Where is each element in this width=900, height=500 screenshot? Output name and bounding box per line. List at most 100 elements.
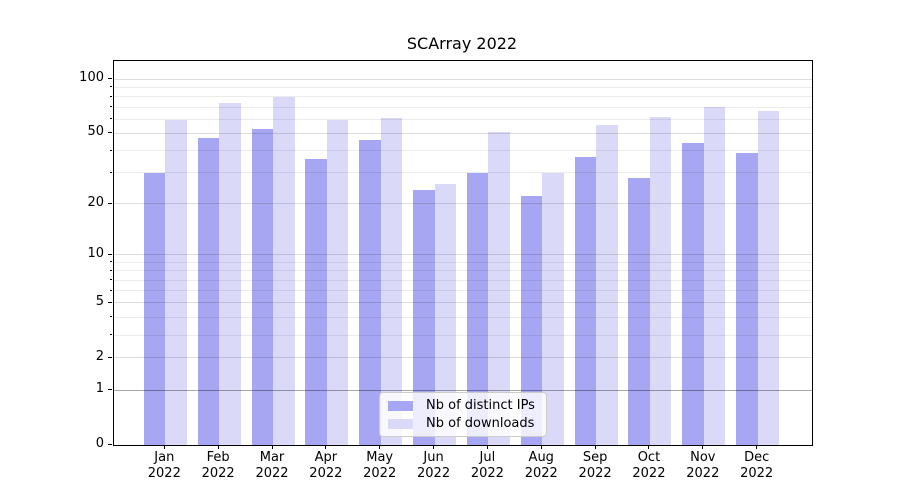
legend-swatch-downloads <box>388 418 413 429</box>
x-tick <box>379 445 381 449</box>
bar-distinct-ips-mar <box>251 128 273 445</box>
y-minor-tick <box>110 316 112 318</box>
gridline-minor <box>114 270 812 272</box>
x-tick-label-oct: Oct 2022 <box>619 450 679 482</box>
gridline-minor <box>114 150 812 152</box>
y-minor-tick <box>110 261 112 263</box>
x-tick-label-apr: Apr 2022 <box>296 450 356 482</box>
x-tick-year: 2022 <box>740 466 774 481</box>
legend-label-distinct-ips: Nb of distinct IPs <box>426 398 535 413</box>
x-tick <box>594 445 596 449</box>
gridline-unit <box>114 389 812 391</box>
bar-downloads-oct <box>649 116 672 445</box>
x-tick <box>217 445 219 449</box>
bar-downloads-jun <box>434 183 457 445</box>
x-tick-label-sep: Sep 2022 <box>565 450 625 482</box>
x-tick-label-jun: Jun 2022 <box>404 450 464 482</box>
bars-layer <box>114 61 812 445</box>
bar-distinct-ips-feb <box>197 138 220 445</box>
x-tick-year: 2022 <box>363 466 397 481</box>
x-tick-year: 2022 <box>578 466 612 481</box>
bar-downloads-dec <box>757 110 780 445</box>
gridline-major <box>114 254 812 256</box>
bar-downloads-may <box>380 117 403 445</box>
bar-distinct-ips-apr <box>305 158 327 445</box>
plot-area <box>113 60 813 446</box>
x-tick <box>325 445 327 449</box>
bar-distinct-ips-aug <box>520 196 543 445</box>
y-tick-label: 50 <box>87 124 104 140</box>
x-tick-month: Apr <box>314 450 338 465</box>
y-minor-tick <box>110 95 112 97</box>
gridline-minor <box>114 334 812 336</box>
x-tick-year: 2022 <box>255 466 289 481</box>
x-tick-month: Jan <box>154 450 175 465</box>
bar-downloads-jan <box>165 120 187 445</box>
y-tick-label: 1 <box>95 381 104 397</box>
x-tick-label-dec: Dec 2022 <box>727 450 787 482</box>
y-tick <box>108 356 112 358</box>
legend-swatch-distinct-ips <box>388 400 413 411</box>
x-tick <box>486 445 488 449</box>
x-tick <box>648 445 650 449</box>
y-minor-tick <box>110 149 112 151</box>
bar-distinct-ips-jun <box>413 189 435 445</box>
x-tick-month: Dec <box>744 450 770 465</box>
x-tick <box>540 445 542 449</box>
gridlines-layer <box>114 61 812 445</box>
bar-downloads-sep <box>596 124 618 445</box>
y-tick-label: 10 <box>87 245 104 261</box>
x-tick-year: 2022 <box>632 466 666 481</box>
x-tick <box>271 445 273 449</box>
bar-downloads-apr <box>326 120 349 445</box>
x-tick-month: Feb <box>206 450 230 465</box>
x-tick-month: Nov <box>690 450 716 465</box>
bar-distinct-ips-sep <box>574 156 597 445</box>
gridline-minor <box>114 261 812 263</box>
gridline-minor <box>114 106 812 108</box>
x-tick-year: 2022 <box>524 466 558 481</box>
y-tick-label: 5 <box>95 293 104 309</box>
y-minor-tick <box>110 86 112 88</box>
y-tick <box>108 301 112 303</box>
x-tick-label-jan: Jan 2022 <box>134 450 194 482</box>
gridline-minor <box>114 316 812 318</box>
bar-distinct-ips-may <box>359 139 381 445</box>
bar-distinct-ips-oct <box>628 178 650 445</box>
x-tick-month: May <box>366 450 394 465</box>
y-minor-tick <box>110 106 112 108</box>
y-minor-tick <box>110 279 112 281</box>
x-tick-year: 2022 <box>470 466 504 481</box>
y-tick-label: 100 <box>79 70 104 86</box>
gridline-minor <box>114 96 812 98</box>
gridline-major <box>114 203 812 205</box>
gridline-major <box>114 302 812 304</box>
y-tick <box>108 389 112 391</box>
x-tick-label-nov: Nov 2022 <box>673 450 733 482</box>
chart-title: SCArray 2022 <box>406 34 518 53</box>
x-tick-month: Jun <box>423 450 444 465</box>
bar-distinct-ips-nov <box>682 143 704 445</box>
gridline-major <box>114 132 812 134</box>
x-tick-year: 2022 <box>686 466 720 481</box>
gridline-major <box>114 357 812 359</box>
y-tick <box>108 78 112 80</box>
gridline-minor <box>114 290 812 292</box>
legend-label-downloads: Nb of downloads <box>426 416 535 431</box>
y-minor-tick <box>110 269 112 271</box>
legend-item-distinct-ips: Nb of distinct IPs <box>388 398 538 413</box>
bar-downloads-mar <box>273 96 295 445</box>
x-tick-label-feb: Feb 2022 <box>188 450 248 482</box>
y-tick-label: 20 <box>87 194 104 210</box>
bar-distinct-ips-jan <box>143 172 166 445</box>
gridline-minor <box>114 86 812 88</box>
y-minor-tick <box>110 289 112 291</box>
x-tick-label-mar: Mar 2022 <box>242 450 302 482</box>
x-tick <box>163 445 165 449</box>
bar-downloads-aug <box>542 172 564 445</box>
y-tick <box>108 253 112 255</box>
y-tick <box>108 444 112 445</box>
x-tick-month: Aug <box>528 450 554 465</box>
x-tick <box>756 445 758 449</box>
